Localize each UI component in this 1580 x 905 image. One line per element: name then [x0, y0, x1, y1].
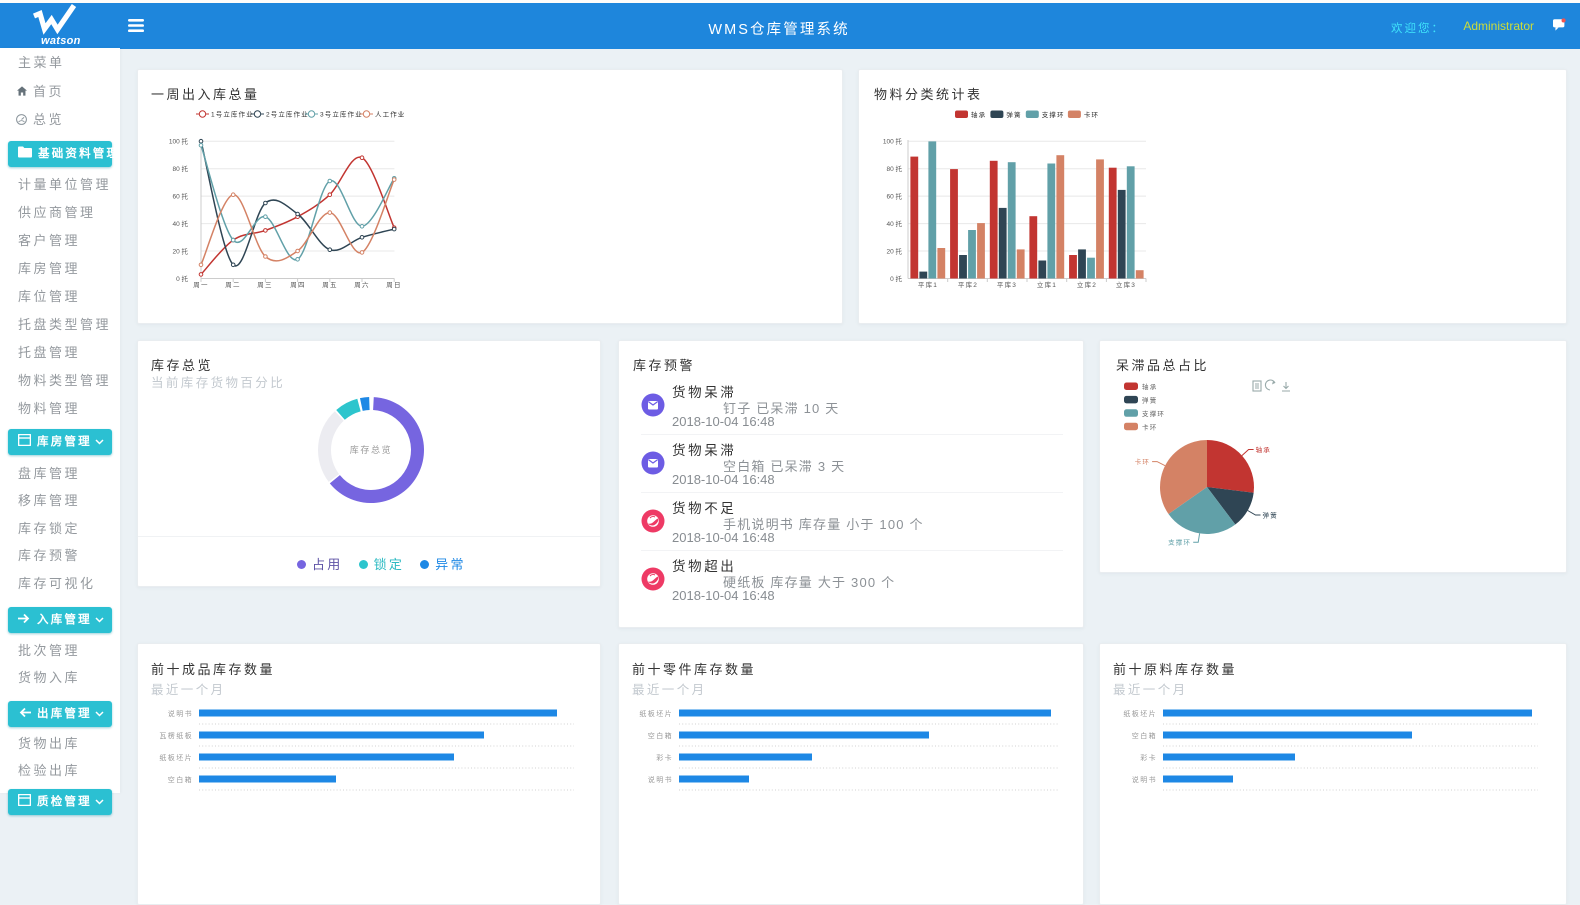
- svg-text:彩卡: 彩卡: [1140, 753, 1157, 762]
- svg-text:弹簧: 弹簧: [1142, 396, 1157, 405]
- svg-text:周日: 周日: [386, 281, 401, 289]
- svg-text:100 托: 100 托: [169, 137, 189, 146]
- svg-text:支撑环: 支撑环: [1142, 409, 1165, 418]
- svg-text:立库3: 立库3: [1116, 280, 1136, 289]
- svg-text:纸板坯片: 纸板坯片: [1123, 709, 1157, 718]
- svg-text:彩卡: 彩卡: [656, 753, 673, 762]
- svg-text:40 托: 40 托: [886, 219, 902, 228]
- svg-text:周五: 周五: [322, 281, 337, 289]
- svg-text:弹簧: 弹簧: [1006, 110, 1021, 119]
- svg-text:说明书: 说明书: [648, 775, 673, 784]
- svg-text:3号立库作业: 3号立库作业: [320, 110, 363, 119]
- svg-text:空白箱: 空白箱: [1132, 731, 1157, 740]
- svg-text:库存总览: 库存总览: [350, 444, 392, 455]
- svg-text:轴承: 轴承: [971, 110, 986, 119]
- svg-text:40 托: 40 托: [172, 219, 188, 228]
- svg-text:立库1: 立库1: [1037, 280, 1057, 289]
- svg-text:轴承: 轴承: [1142, 382, 1157, 391]
- svg-text:说明书: 说明书: [1132, 775, 1157, 784]
- svg-text:2号立库作业: 2号立库作业: [266, 110, 309, 119]
- svg-text:周三: 周三: [257, 281, 272, 289]
- svg-text:卡环: 卡环: [1135, 457, 1150, 466]
- svg-text:20 托: 20 托: [886, 246, 902, 255]
- svg-text:80 托: 80 托: [172, 164, 188, 173]
- svg-text:支撑环: 支撑环: [1168, 538, 1191, 547]
- svg-text:纸板坯片: 纸板坯片: [159, 753, 193, 762]
- svg-text:60 托: 60 托: [172, 192, 188, 201]
- svg-text:立库2: 立库2: [1077, 280, 1097, 289]
- svg-text:卡环: 卡环: [1084, 110, 1099, 119]
- svg-text:周六: 周六: [354, 280, 369, 289]
- svg-text:100 托: 100 托: [883, 137, 903, 146]
- svg-text:周四: 周四: [290, 281, 305, 289]
- svg-text:1号立库作业: 1号立库作业: [211, 110, 254, 119]
- svg-text:0 托: 0 托: [176, 274, 188, 283]
- svg-text:平库2: 平库2: [958, 280, 978, 289]
- svg-text:周一: 周一: [193, 281, 208, 289]
- svg-text:60 托: 60 托: [886, 192, 902, 201]
- svg-text:人工作业: 人工作业: [375, 110, 405, 119]
- svg-text:瓦楞纸板: 瓦楞纸板: [159, 731, 193, 740]
- svg-text:0 托: 0 托: [890, 274, 902, 283]
- svg-text:20 托: 20 托: [172, 246, 188, 255]
- svg-text:平库3: 平库3: [997, 280, 1017, 289]
- svg-text:轴承: 轴承: [1256, 445, 1271, 454]
- svg-text:弹簧: 弹簧: [1263, 510, 1278, 519]
- svg-text:纸板坯片: 纸板坯片: [639, 709, 673, 718]
- svg-text:说明书: 说明书: [168, 709, 193, 718]
- svg-text:周二: 周二: [225, 281, 240, 289]
- svg-text:平库1: 平库1: [918, 280, 938, 289]
- svg-text:空白箱: 空白箱: [648, 731, 673, 740]
- svg-text:80 托: 80 托: [886, 164, 902, 173]
- svg-text:空白箱: 空白箱: [168, 775, 193, 784]
- svg-text:卡环: 卡环: [1142, 422, 1157, 431]
- svg-text:支撑环: 支撑环: [1042, 110, 1065, 119]
